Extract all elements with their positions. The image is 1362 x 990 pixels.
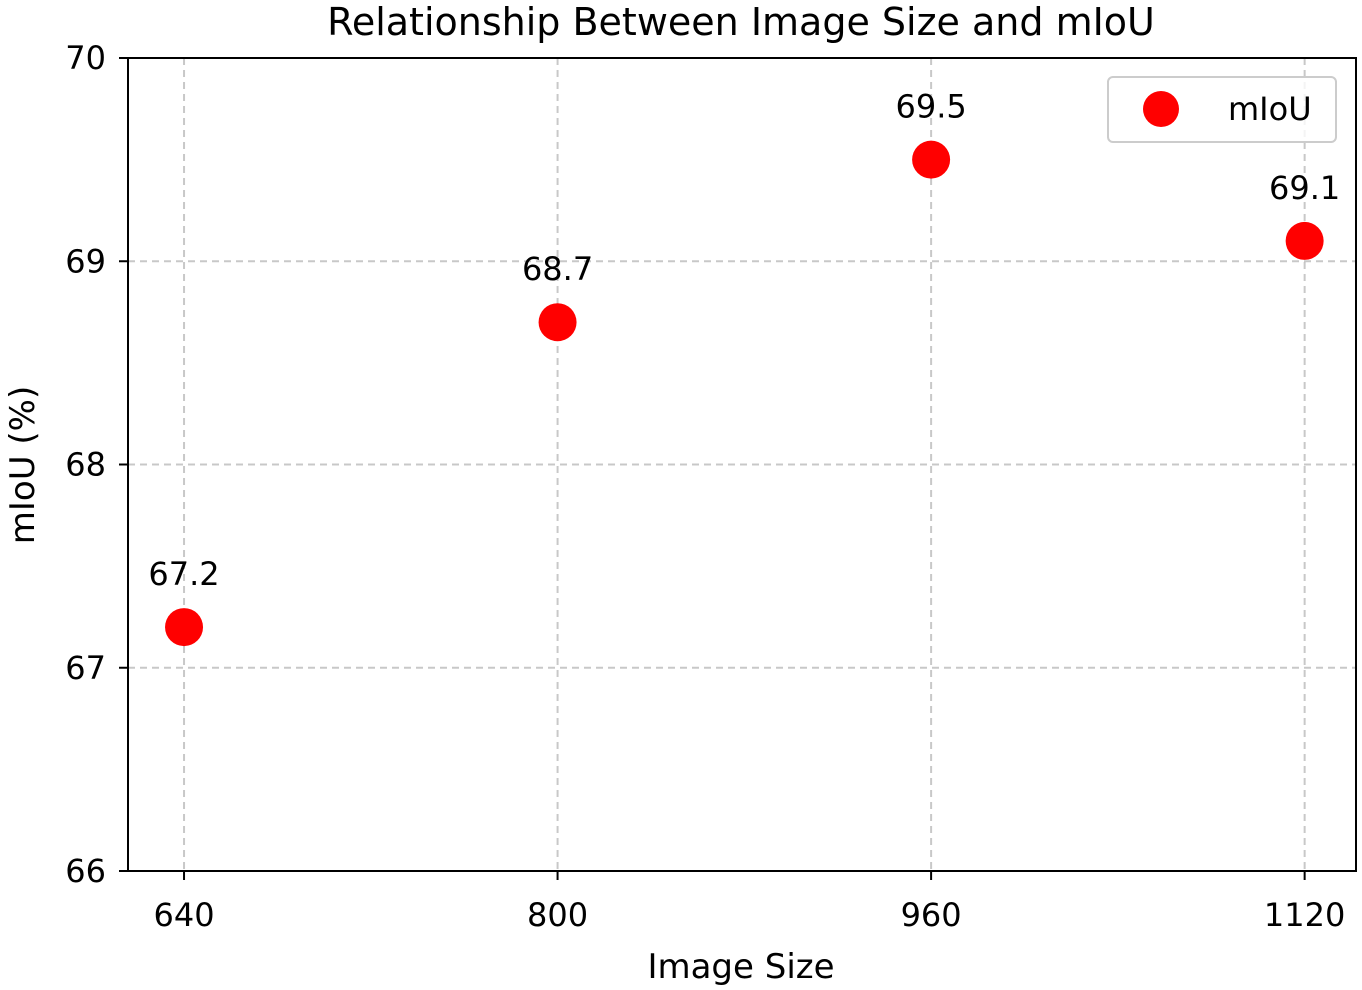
chart-title: Relationship Between Image Size and mIoU: [327, 0, 1155, 44]
x-tick-label: 640: [153, 896, 214, 934]
x-tick-label: 960: [901, 896, 962, 934]
data-point: [165, 608, 204, 647]
data-points: 67.2 68.7 69.5 69.1: [148, 88, 1340, 647]
y-tick-label: 69: [65, 242, 106, 280]
legend-marker: [1143, 91, 1179, 127]
data-point: [912, 140, 951, 179]
data-label: 69.5: [895, 88, 966, 126]
y-tick-label: 68: [65, 446, 106, 484]
y-tick-label: 70: [65, 39, 106, 77]
x-tick-label: 800: [527, 896, 588, 934]
y-tick-label: 67: [65, 649, 106, 687]
x-tick-label: 1120: [1264, 896, 1345, 934]
y-tick-label: 66: [65, 852, 106, 890]
legend: mIoU: [1107, 76, 1337, 143]
data-point: [1285, 221, 1324, 260]
data-label: 69.1: [1269, 169, 1340, 207]
x-axis-label: Image Size: [647, 947, 834, 987]
y-axis-label: mIoU (%): [3, 386, 43, 544]
data-point: [538, 303, 577, 342]
x-axis-ticks: 640 800 960 1120: [153, 871, 1345, 934]
y-axis-ticks: 66 67 68 69 70: [65, 39, 128, 890]
data-label: 67.2: [148, 555, 219, 593]
data-label: 68.7: [522, 250, 593, 288]
legend-label: mIoU: [1228, 90, 1312, 128]
